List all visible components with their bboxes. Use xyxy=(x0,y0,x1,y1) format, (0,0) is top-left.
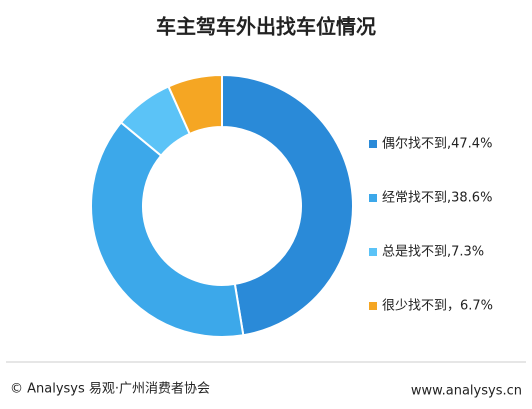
legend-label: 经常找不到,38.6% xyxy=(382,191,492,206)
legend-marker xyxy=(369,248,377,256)
donut-slice xyxy=(167,73,223,136)
donut-slice xyxy=(90,121,245,338)
legend-marker xyxy=(369,140,377,148)
donut-slice xyxy=(221,73,354,337)
footer-source: © Analysys 易观·广州消费者协会 xyxy=(10,382,210,397)
legend-label: 很少找不到，6.7% xyxy=(382,299,493,314)
legend-label: 偶尔找不到,47.4% xyxy=(382,137,492,152)
legend-marker xyxy=(369,194,377,202)
footer-url: www.analysys.cn xyxy=(411,384,522,399)
chart-title: 车主驾车外出找车位情况 xyxy=(156,15,376,39)
legend-label: 总是找不到,7.3% xyxy=(382,245,484,260)
legend-marker xyxy=(369,302,377,310)
